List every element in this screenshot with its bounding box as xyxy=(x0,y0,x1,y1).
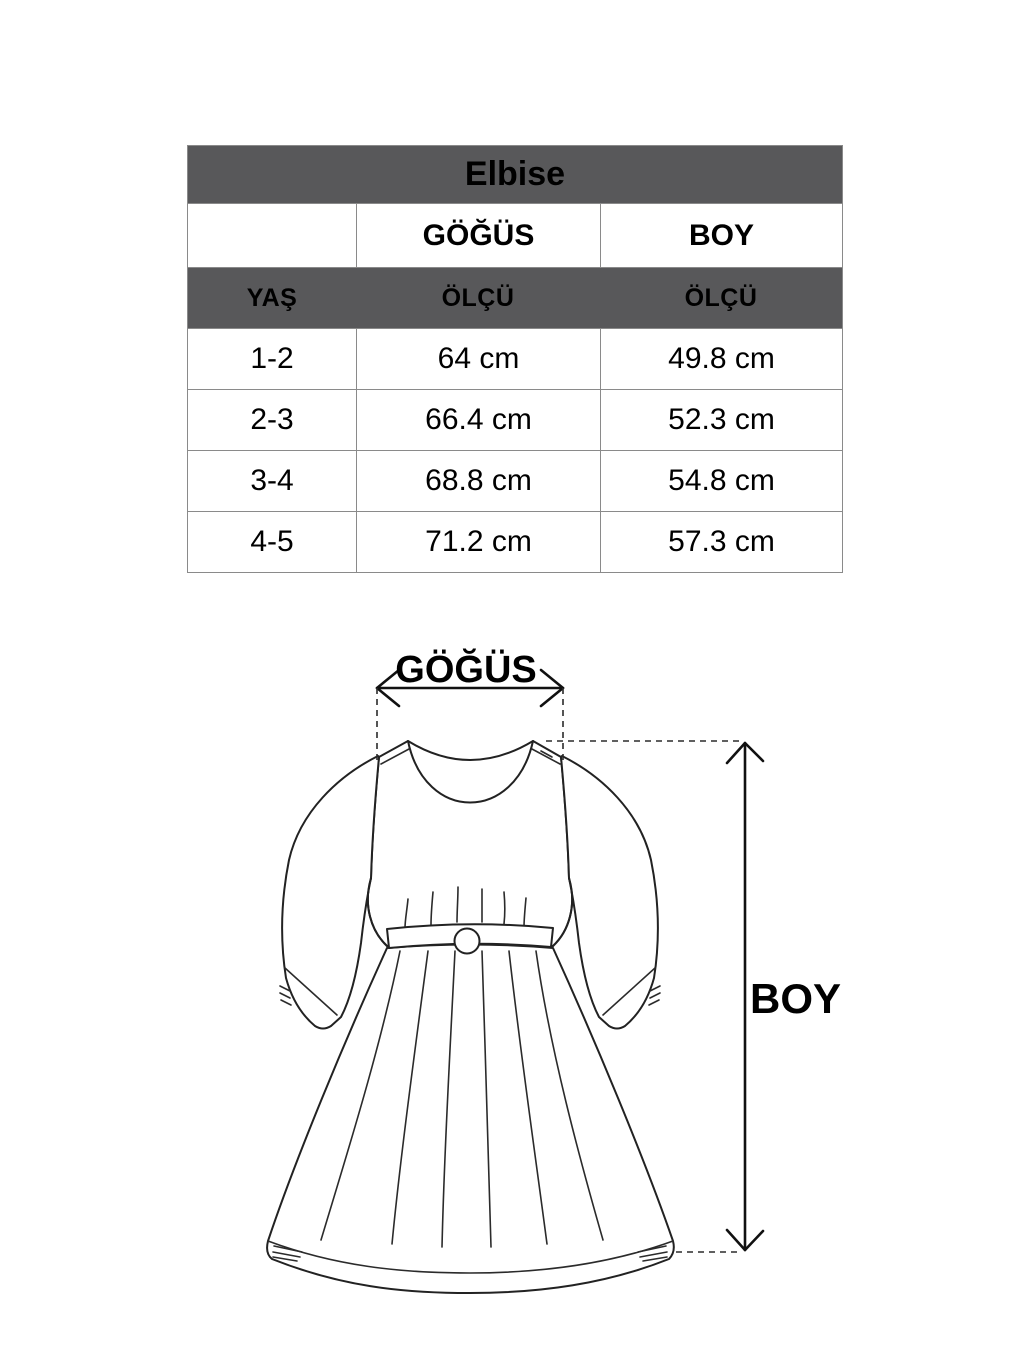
table-title: Elbise xyxy=(464,155,566,193)
cuff-gather-ticks xyxy=(279,985,661,1006)
dress-bodice xyxy=(366,740,574,947)
left-cuff-line xyxy=(284,967,338,1016)
table-row: 2-3 66.4 cm 52.3 cm xyxy=(188,389,842,450)
chest-value: 64 cm xyxy=(356,329,600,389)
left-armhole-curve xyxy=(366,877,388,947)
hem-band-line xyxy=(267,1240,674,1274)
age-value: 4-5 xyxy=(250,525,294,558)
skirt-panel-lines xyxy=(320,950,604,1248)
table-row: 1-2 64 cm 49.8 cm xyxy=(188,328,842,389)
length-dimension-label: BOY xyxy=(750,975,841,1022)
length-arrowhead-bottom xyxy=(725,1228,765,1252)
chest-column-header: GÖĞÜS xyxy=(356,204,600,267)
right-sleeve xyxy=(560,755,659,1030)
chest-value: 68.8 cm xyxy=(356,451,600,511)
right-cuff-line xyxy=(602,967,656,1016)
table-row: 4-5 71.2 cm 57.3 cm xyxy=(188,511,842,572)
length-arrowhead-top xyxy=(725,741,765,765)
right-shoulder-seam xyxy=(531,748,561,765)
left-sleeve xyxy=(281,755,380,1030)
dress-belt xyxy=(386,923,554,955)
length-value: 57.3 cm xyxy=(600,512,842,572)
length-subheader: ÖLÇÜ xyxy=(684,283,758,312)
length-dimension: BOY xyxy=(546,740,841,1253)
table-row: 3-4 68.8 cm 54.8 cm xyxy=(188,450,842,511)
length-value: 52.3 cm xyxy=(600,390,842,450)
age-value: 3-4 xyxy=(250,464,294,497)
right-armhole-curve xyxy=(552,877,574,947)
length-column-header: BOY xyxy=(600,204,842,267)
bodice-gather-lines xyxy=(404,886,527,929)
table-title-row: Elbise xyxy=(188,146,842,203)
age-value: 2-3 xyxy=(250,403,294,436)
belt-buckle xyxy=(453,927,481,955)
hem-gather-ticks xyxy=(272,1245,668,1262)
size-table: Elbise GÖĞÜS BOY YAŞ ÖLÇÜ ÖLÇÜ 1-2 64 cm… xyxy=(187,145,843,573)
dress-sleeves xyxy=(279,755,661,1030)
chest-dimension-label: GÖĞÜS xyxy=(395,647,536,691)
age-value: 1-2 xyxy=(250,342,294,375)
chest-value: 66.4 cm xyxy=(356,390,600,450)
chest-dimension: GÖĞÜS xyxy=(375,647,565,765)
length-value: 54.8 cm xyxy=(600,451,842,511)
dimension-annotations: GÖĞÜS BOY xyxy=(375,647,841,1253)
measure-header-row: GÖĞÜS BOY xyxy=(188,203,842,267)
dress-skirt xyxy=(266,943,675,1294)
chest-subheader: ÖLÇÜ xyxy=(441,283,515,312)
right-shoulder-tick xyxy=(540,750,553,758)
empty-header-cell xyxy=(188,204,356,267)
left-shoulder-seam xyxy=(380,748,410,765)
age-subheader: YAŞ xyxy=(246,283,298,312)
sub-header-row: YAŞ ÖLÇÜ ÖLÇÜ xyxy=(188,267,842,328)
front-neckline xyxy=(407,740,534,804)
chest-value: 71.2 cm xyxy=(356,512,600,572)
dress-diagram: GÖĞÜS BOY xyxy=(266,647,841,1294)
length-value: 49.8 cm xyxy=(600,329,842,389)
